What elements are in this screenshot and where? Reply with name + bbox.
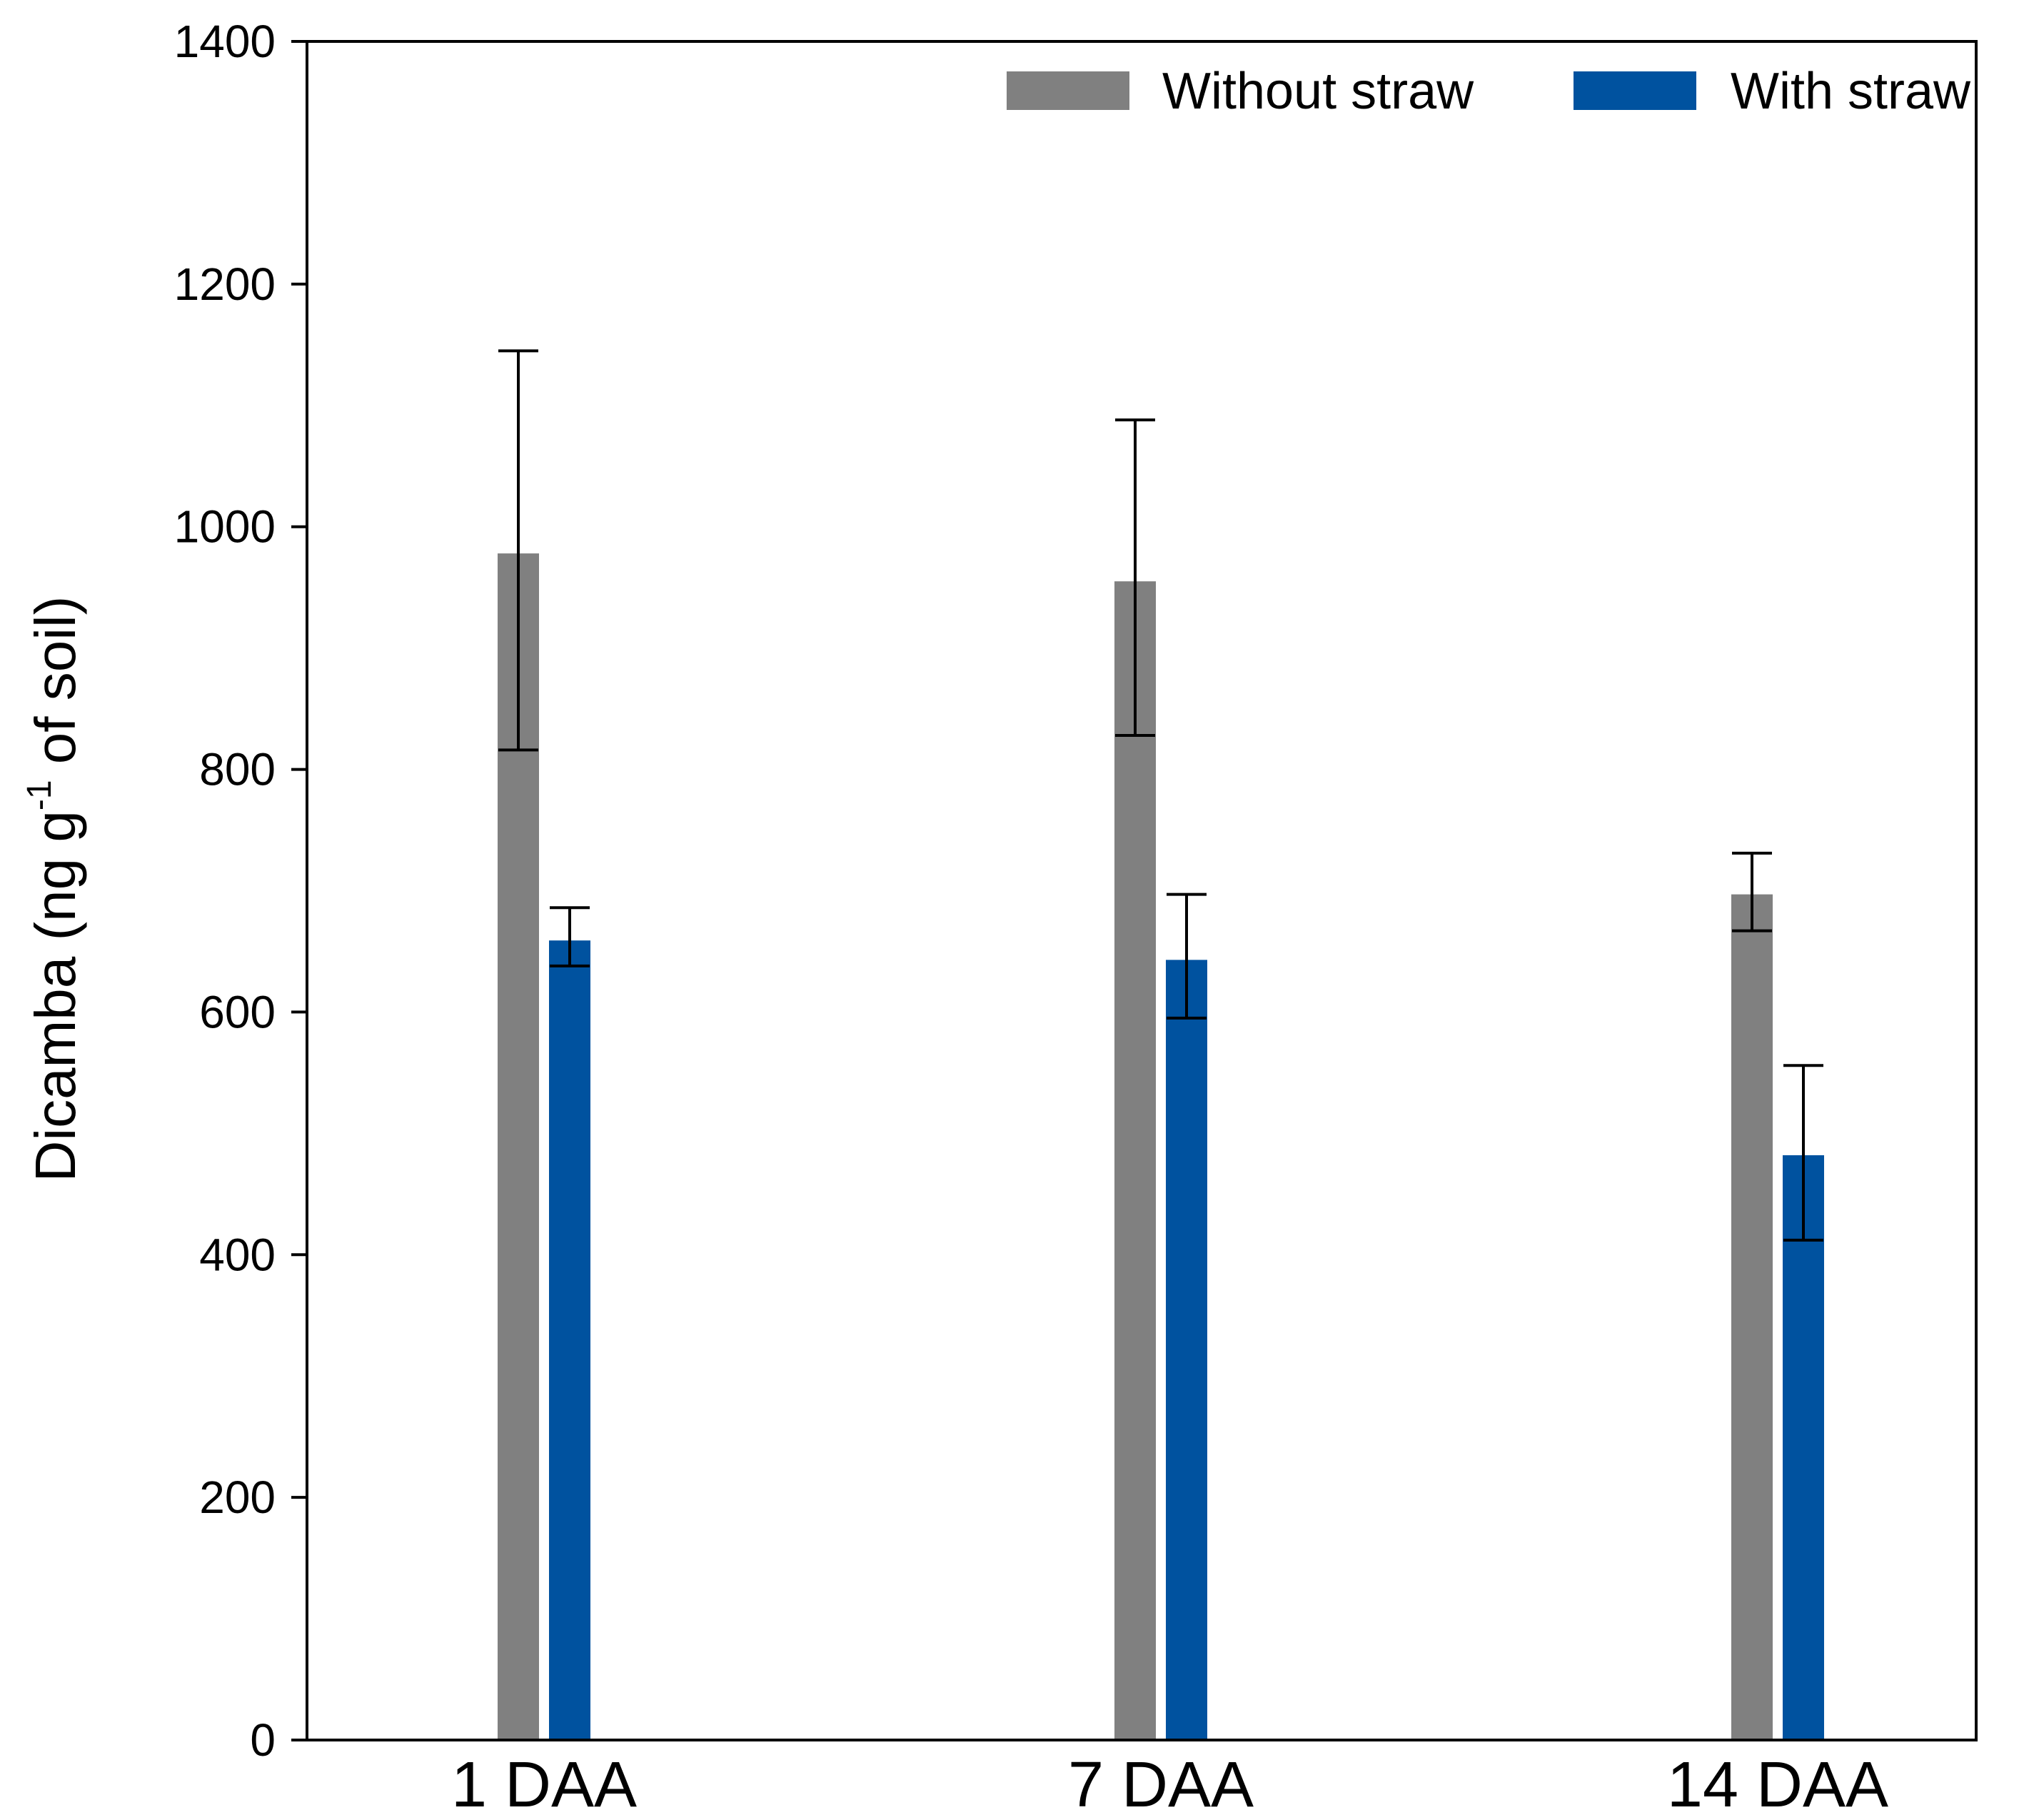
error-bar bbox=[1167, 893, 1207, 1020]
y-tick-label: 1000 bbox=[174, 501, 276, 553]
y-tick-label: 600 bbox=[199, 986, 276, 1037]
bar-with-straw-7-daa bbox=[1166, 960, 1207, 1740]
legend-swatch bbox=[1574, 71, 1696, 110]
error-bar bbox=[1115, 418, 1155, 737]
error-bars-layer bbox=[498, 349, 1823, 1242]
bar-with-straw-14-daa bbox=[1783, 1155, 1824, 1740]
y-tick-label: 400 bbox=[199, 1229, 276, 1280]
y-tick-label: 0 bbox=[250, 1714, 276, 1766]
y-axis-title-prefix: Dicamba (ng g bbox=[24, 810, 87, 1182]
y-axis-title-suffix: of soil) bbox=[24, 596, 87, 780]
y-tick-label: 1400 bbox=[174, 16, 276, 67]
plot-frame bbox=[306, 40, 1978, 1741]
legend-label: With straw bbox=[1731, 63, 1971, 120]
y-tick-label: 1200 bbox=[174, 258, 276, 310]
error-bar bbox=[550, 906, 590, 967]
legend-label: Without straw bbox=[1162, 63, 1474, 120]
legend-item: Without straw bbox=[1007, 63, 1474, 120]
bar-without-straw-7-daa bbox=[1114, 581, 1156, 1740]
error-bar bbox=[1783, 1064, 1823, 1242]
bar-with-straw-1-daa bbox=[549, 940, 590, 1740]
error-bar bbox=[498, 349, 538, 752]
x-axis: 1 DAA 7 DAA 14 DAA bbox=[451, 1749, 1888, 1820]
bars-layer bbox=[498, 553, 1824, 1740]
legend-item: With straw bbox=[1574, 63, 1971, 120]
legend-swatch bbox=[1007, 71, 1129, 110]
x-category-label: 1 DAA bbox=[451, 1749, 637, 1816]
y-tick-label: 800 bbox=[199, 744, 276, 795]
x-category-label: 14 DAA bbox=[1667, 1749, 1888, 1816]
bar-without-straw-14-daa bbox=[1731, 894, 1773, 1740]
error-bar bbox=[1732, 851, 1772, 932]
legend: Without straw With straw bbox=[1007, 63, 1971, 120]
x-category-label: 7 DAA bbox=[1068, 1749, 1254, 1816]
y-tick-label: 200 bbox=[199, 1472, 276, 1523]
y-axis: 0 200 400 600 800 1000 1200 1400 bbox=[174, 16, 307, 1766]
y-axis-title: Dicamba (ng g-1 of soil) bbox=[21, 596, 87, 1182]
y-axis-title-superscript: -1 bbox=[21, 780, 59, 810]
